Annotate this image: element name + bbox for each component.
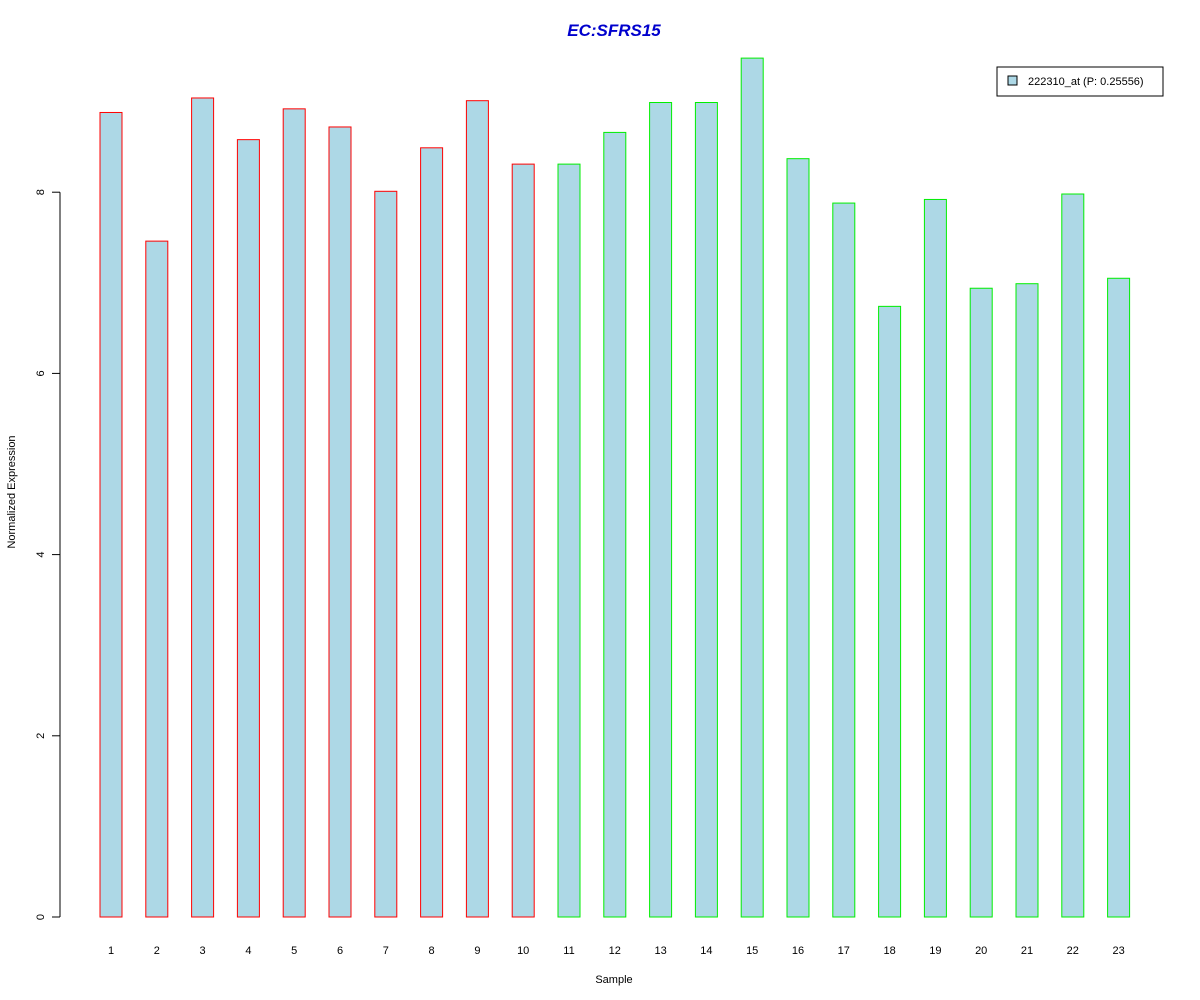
y-tick-label: 6 <box>35 370 47 376</box>
x-tick-label: 11 <box>563 945 574 957</box>
bar-sample-22 <box>1061 193 1085 918</box>
legend-label: 222310_at (P: 0.25556) <box>1028 76 1144 88</box>
chart-title: EC:SFRS15 <box>567 21 661 40</box>
x-tick-label: 1 <box>108 945 114 957</box>
x-tick-label: 7 <box>383 945 389 957</box>
y-tick-label: 0 <box>35 914 47 920</box>
x-tick-label: 19 <box>929 945 941 957</box>
x-tick-label: 16 <box>792 945 804 957</box>
bar-sample-6 <box>328 126 352 918</box>
x-tick-label: 6 <box>337 945 343 957</box>
legend: 222310_at (P: 0.25556) <box>996 66 1164 97</box>
bar-sample-21 <box>1015 283 1039 918</box>
bar-sample-23 <box>1107 277 1131 918</box>
bar-sample-15 <box>740 57 764 918</box>
x-tick-label: 21 <box>1021 945 1033 957</box>
y-axis: 0 2 4 6 8 <box>35 189 61 920</box>
x-tick-labels: 1 2 3 4 5 6 7 8 9 10 11 12 13 14 15 16 17 18 19 20 21 22 23 <box>108 945 1125 957</box>
legend-swatch <box>1007 75 1018 86</box>
x-tick-label: 14 <box>700 945 712 957</box>
bar-sample-19 <box>923 198 947 918</box>
bar-sample-16 <box>786 158 810 918</box>
x-tick-label: 13 <box>654 945 666 957</box>
x-tick-label: 23 <box>1112 945 1124 957</box>
x-tick-label: 20 <box>975 945 987 957</box>
x-tick-label: 22 <box>1067 945 1079 957</box>
x-tick-label: 5 <box>291 945 297 957</box>
x-tick-label: 17 <box>838 945 850 957</box>
x-tick-label: 15 <box>746 945 758 957</box>
bar-sample-3 <box>191 97 215 918</box>
y-axis-label: Normalized Expression <box>6 435 18 548</box>
bars <box>99 57 1131 918</box>
x-tick-label: 18 <box>883 945 895 957</box>
bar-sample-8 <box>420 147 444 918</box>
x-tick-label: 9 <box>474 945 480 957</box>
bar-sample-7 <box>374 190 398 918</box>
bar-sample-4 <box>236 139 260 918</box>
bar-sample-1 <box>99 111 123 918</box>
x-tick-label: 3 <box>200 945 206 957</box>
y-tick-label: 2 <box>35 733 47 739</box>
bar-sample-18 <box>878 305 902 918</box>
bar-sample-17 <box>832 202 856 918</box>
bar-sample-9 <box>465 100 489 918</box>
legend-box <box>996 66 1164 97</box>
bar-sample-2 <box>145 240 169 918</box>
x-axis-label: Sample <box>595 974 632 986</box>
x-tick-label: 12 <box>609 945 621 957</box>
x-tick-label: 4 <box>245 945 251 957</box>
x-tick-label: 8 <box>429 945 435 957</box>
bar-sample-13 <box>649 102 673 918</box>
bar-sample-12 <box>603 131 627 918</box>
bar-sample-20 <box>969 287 993 918</box>
y-tick-label: 8 <box>35 189 47 195</box>
bar-sample-11 <box>557 163 581 918</box>
y-tick-label: 4 <box>35 552 47 558</box>
bar-sample-10 <box>511 163 535 918</box>
bar-sample-5 <box>282 108 306 918</box>
x-tick-label: 2 <box>154 945 160 957</box>
bar-sample-14 <box>694 102 718 918</box>
x-tick-label: 10 <box>517 945 529 957</box>
